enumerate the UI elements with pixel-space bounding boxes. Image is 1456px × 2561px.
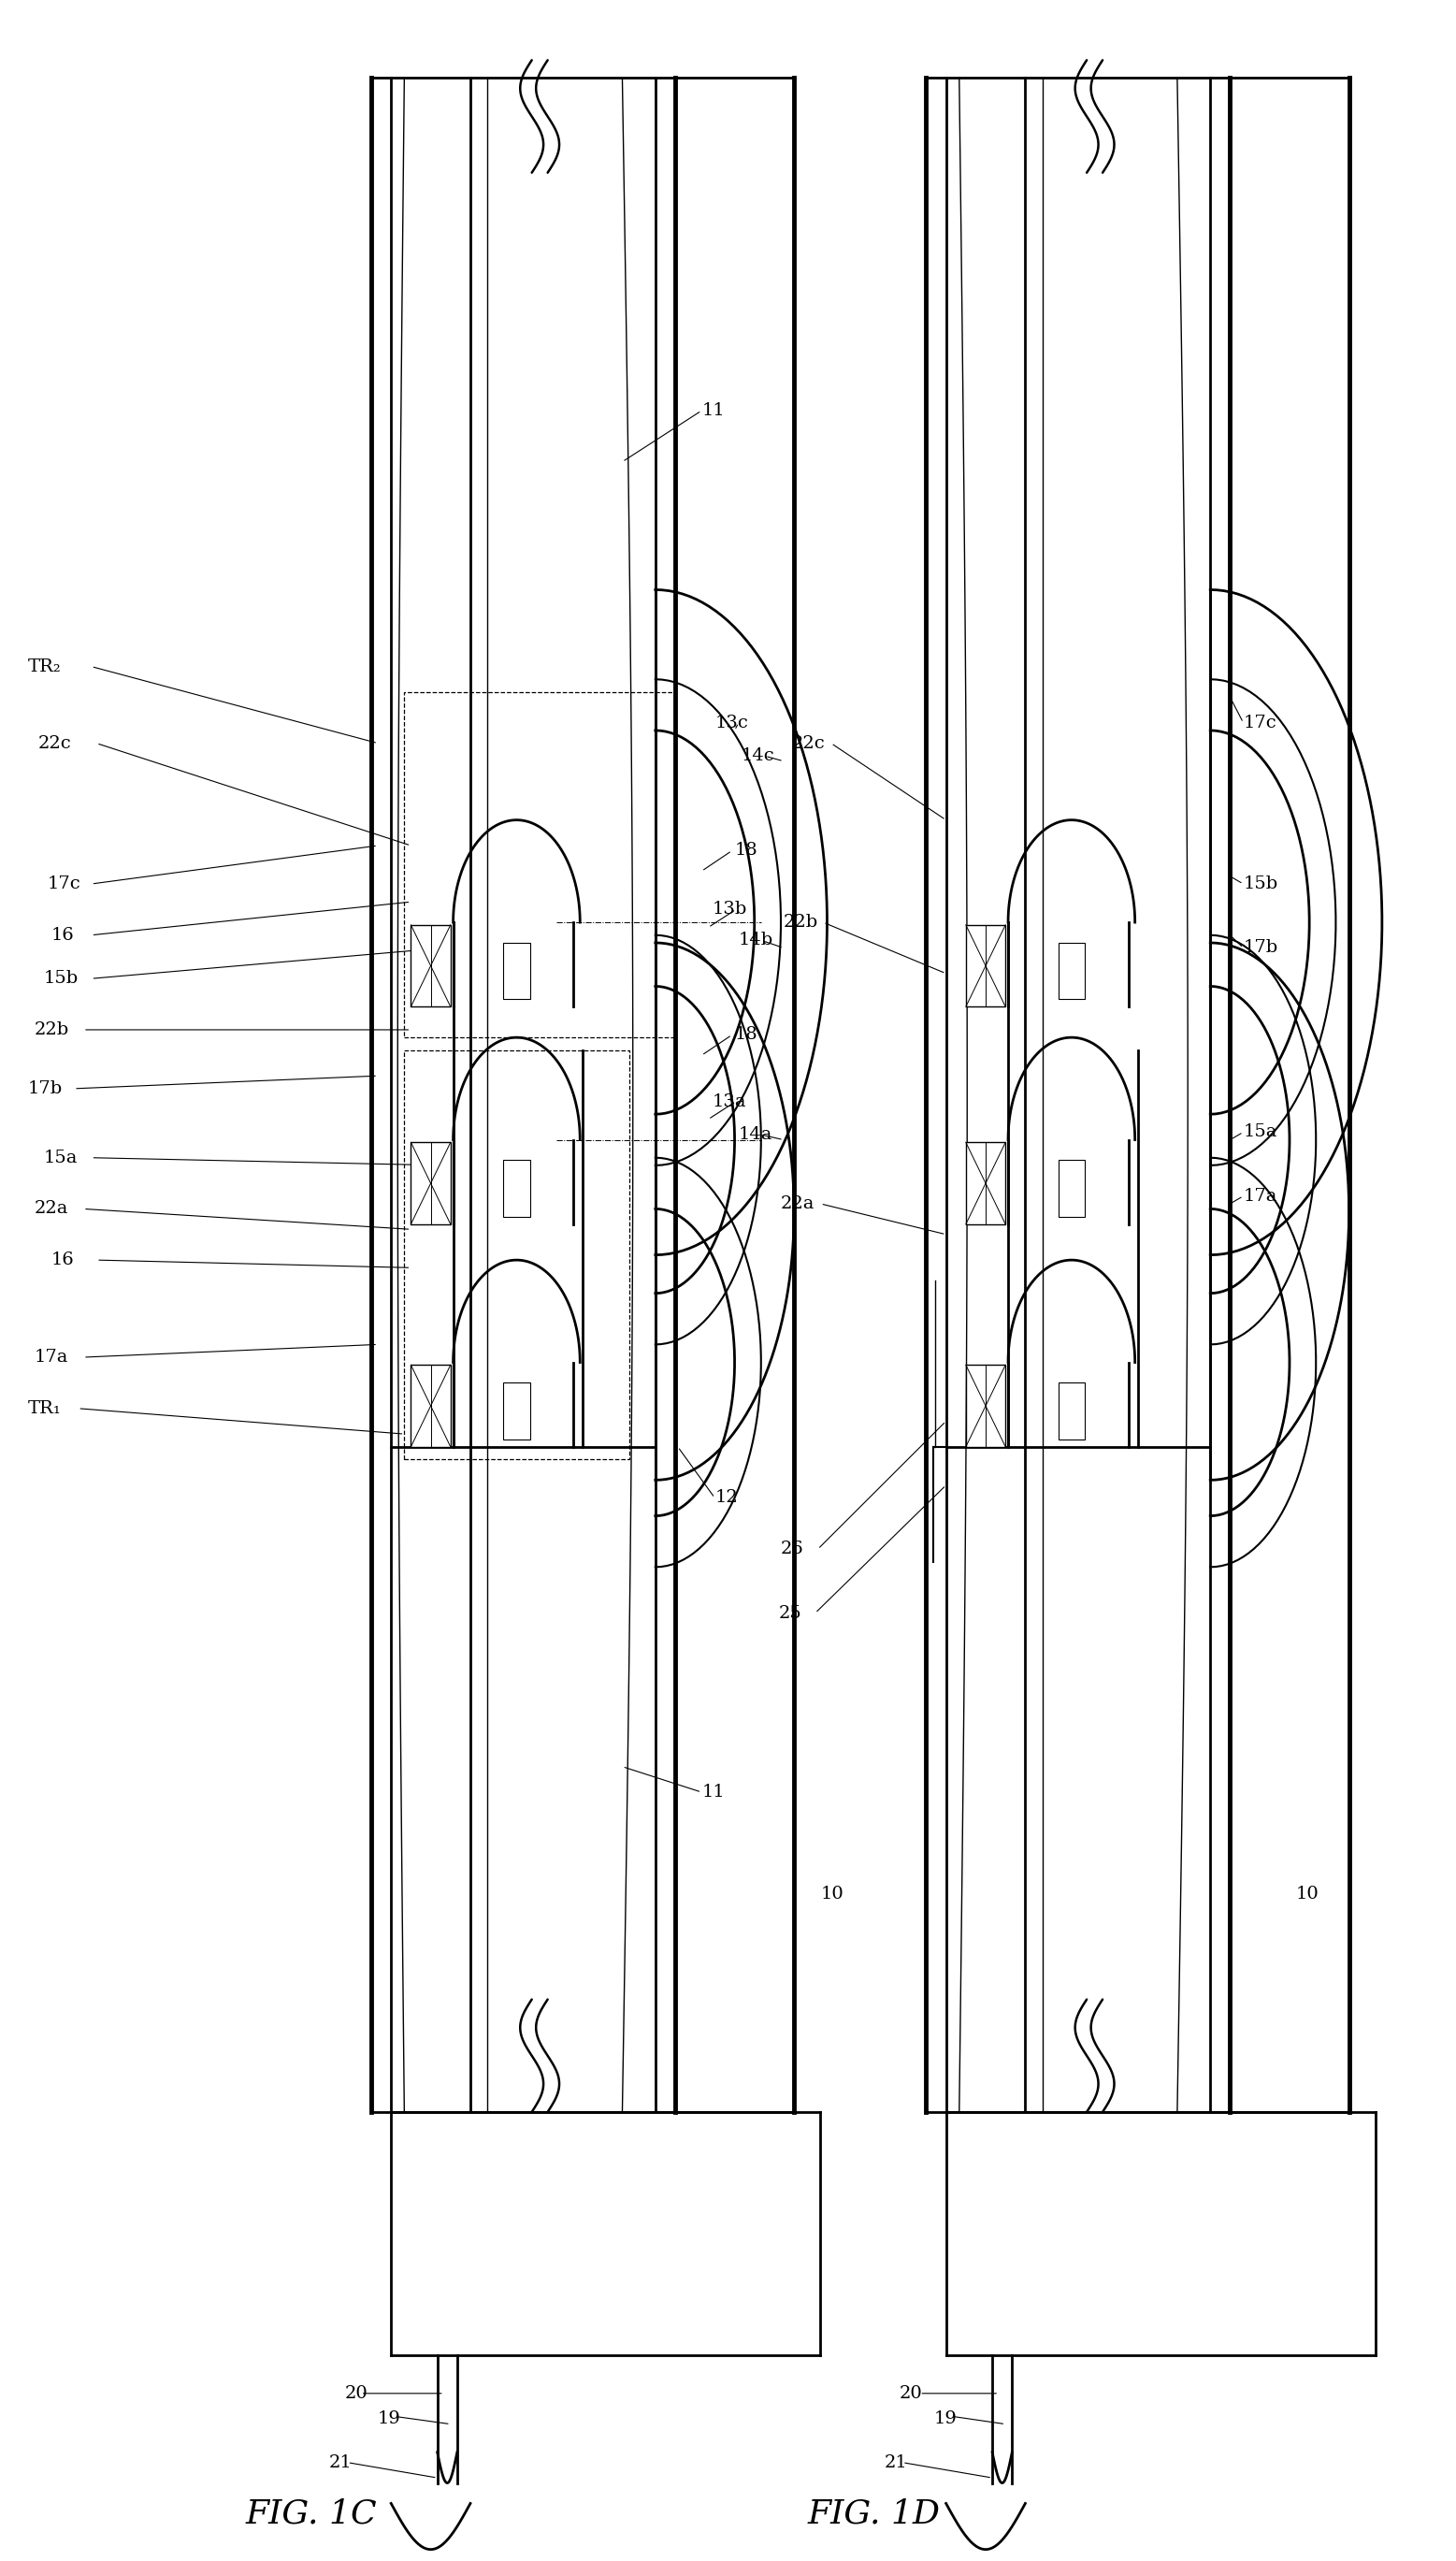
Text: 21: 21 (884, 2453, 907, 2471)
Text: 16: 16 (51, 1252, 74, 1268)
Text: 19: 19 (379, 2410, 400, 2428)
Bar (504, 1383, 530, 1439)
Text: 10: 10 (1296, 1885, 1319, 1903)
Bar (504, 1160, 530, 1216)
Text: 14a: 14a (738, 1127, 773, 1142)
Text: 22c: 22c (792, 735, 826, 753)
Text: 11: 11 (702, 402, 725, 420)
Text: 18: 18 (735, 843, 757, 858)
Text: 17a: 17a (35, 1350, 68, 1365)
Text: 22b: 22b (783, 914, 818, 930)
Text: 22a: 22a (35, 1201, 68, 1216)
Text: FIG. 1C: FIG. 1C (246, 2497, 377, 2530)
Text: 26: 26 (780, 1542, 804, 1557)
Text: 16: 16 (51, 927, 74, 942)
Bar (1059, 1383, 1085, 1439)
Text: 12: 12 (715, 1491, 738, 1506)
Text: 18: 18 (735, 1027, 757, 1042)
Bar (965, 1365, 1006, 1447)
Text: 22c: 22c (38, 735, 71, 753)
Text: 15b: 15b (44, 971, 79, 986)
Text: 19: 19 (935, 2410, 958, 2428)
Bar (1059, 1160, 1085, 1216)
Text: 20: 20 (345, 2384, 368, 2402)
Text: 15a: 15a (44, 1150, 77, 1165)
Text: 17b: 17b (28, 1081, 63, 1096)
Text: 22b: 22b (35, 1022, 70, 1037)
Text: 15a: 15a (1243, 1124, 1277, 1140)
Text: 25: 25 (778, 1606, 801, 1621)
Text: 13a: 13a (712, 1094, 747, 1109)
Text: 17b: 17b (1243, 940, 1278, 955)
Text: 17c: 17c (1243, 715, 1277, 732)
Text: 20: 20 (900, 2384, 923, 2402)
Text: 22a: 22a (780, 1196, 815, 1211)
Text: FIG. 1D: FIG. 1D (807, 2497, 941, 2530)
Bar (965, 1142, 1006, 1224)
Text: 15b: 15b (1243, 876, 1278, 891)
Text: 21: 21 (329, 2453, 352, 2471)
Text: 14b: 14b (738, 932, 773, 948)
Bar (411, 925, 450, 1006)
Text: 17c: 17c (48, 876, 82, 891)
Text: 17a: 17a (1243, 1188, 1277, 1204)
Bar (504, 942, 530, 999)
Text: 13c: 13c (715, 715, 748, 732)
Text: 10: 10 (821, 1885, 843, 1903)
Text: 13b: 13b (712, 901, 747, 917)
Text: TR₁: TR₁ (28, 1401, 61, 1416)
Bar (411, 1365, 450, 1447)
Bar (965, 925, 1006, 1006)
Text: TR₂: TR₂ (28, 658, 61, 676)
Bar (1059, 942, 1085, 999)
Text: 14c: 14c (741, 748, 775, 763)
Text: 11: 11 (702, 1785, 725, 1800)
Bar (411, 1142, 450, 1224)
